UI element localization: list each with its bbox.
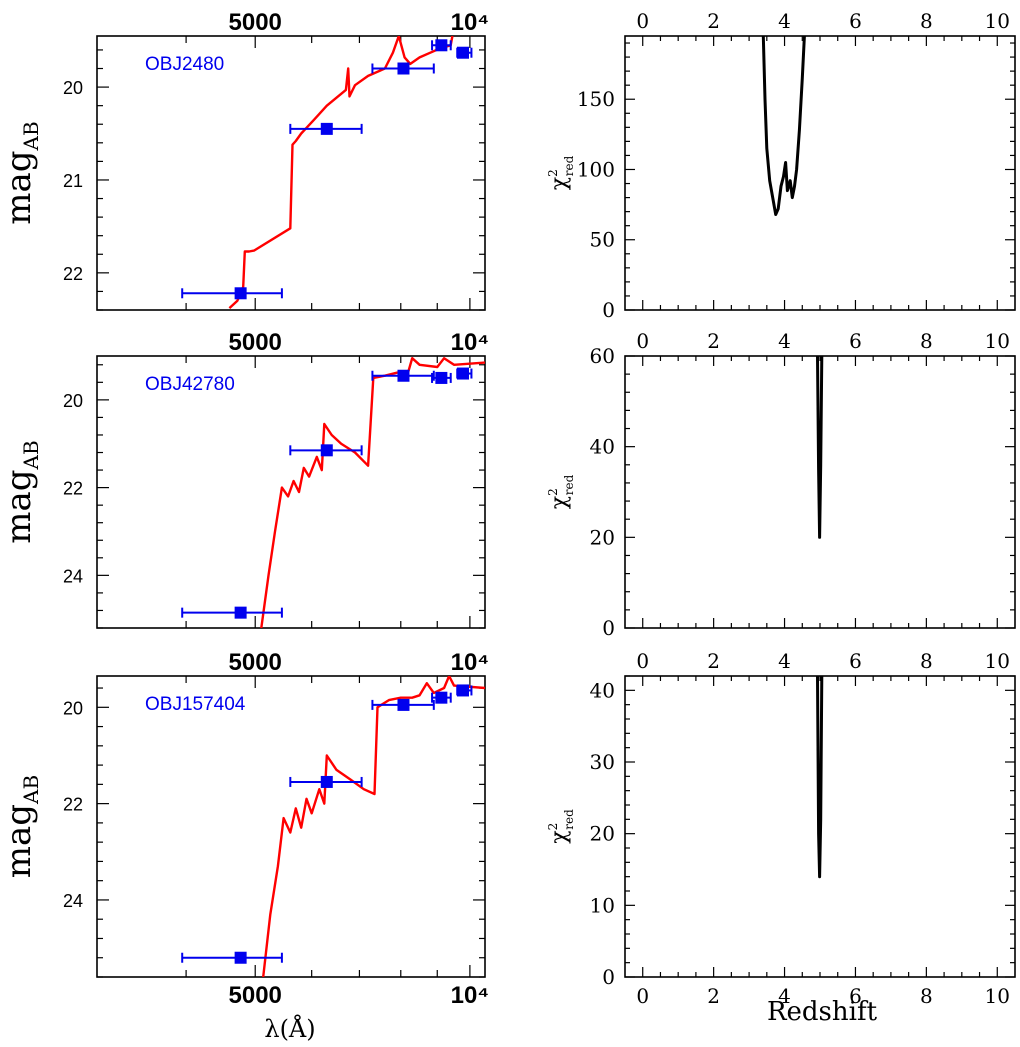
chi2-ytick-label: 0: [602, 965, 615, 989]
chi2-xlabel: Redshift: [767, 997, 878, 1027]
sed-xlabel: λ(Å): [264, 1014, 315, 1043]
chi2-xtick-label: 2: [707, 9, 720, 33]
sed-ylabel: magAB: [0, 775, 43, 878]
chi2-panel: 0 2 4 6 8 10 0 20 40 60 χ2 red: [546, 329, 1016, 640]
sed-xtick-label: 10⁴: [451, 649, 490, 676]
photometry-point: [320, 775, 333, 788]
photometry-point: [435, 691, 448, 704]
sed-xtick-label: 5000: [229, 9, 282, 36]
chi2-xtick-label: 6: [849, 9, 862, 33]
chi2-xtick-label: 0: [636, 329, 649, 353]
sed-ytick-label: 22: [63, 479, 83, 499]
chi2-xtick-label: 8: [920, 649, 933, 673]
chi2-xtick-label: 4: [778, 649, 791, 673]
chi2-ytick-label: 0: [602, 298, 615, 322]
sed-frame: [96, 675, 486, 978]
chi2-xtick-label: 4: [778, 984, 791, 1008]
sed-ylabel: magAB: [0, 121, 43, 224]
photometry-point: [456, 367, 469, 380]
chi2-ytick-label: 100: [577, 157, 615, 181]
sed-xtick-label: 5000: [229, 329, 282, 356]
chi2-frame: [624, 35, 1016, 311]
chi2-ytick-label: 40: [590, 678, 615, 702]
chi2-ytick-label: 150: [577, 87, 615, 111]
sed-ytick-label: 22: [63, 264, 83, 284]
chi2-curve: [761, 36, 806, 216]
sed-panel: 5000 10⁴ 5000 10⁴ 20 22 24 magAB OBJ157404: [0, 649, 489, 1009]
sed-model-line: [260, 357, 485, 628]
sed-xtick-label: 10⁴: [451, 9, 490, 36]
chi2-ytick-label: 10: [590, 893, 615, 917]
object-label: OBJ157404: [145, 694, 246, 715]
chi2-xtick-label: 0: [636, 9, 649, 33]
chi2-ylabel: χ2 red: [546, 809, 576, 844]
chi2-xtick-label: 10: [985, 329, 1010, 353]
photometry-point: [234, 287, 247, 300]
chi2-xtick-label: 8: [920, 9, 933, 33]
sed-model-line: [228, 36, 454, 309]
chi2-xtick-label: 2: [707, 329, 720, 353]
chi2-xtick-label: 2: [707, 649, 720, 673]
chi2-panel: 0 2 4 6 8 10 0 2 4 6 8 10 0 10 20 30 40 χ2 red: [546, 649, 1016, 1008]
photometry-point: [397, 369, 410, 382]
photometry-point: [435, 371, 448, 384]
chi2-xtick-label: 8: [920, 984, 933, 1008]
sed-ytick-label: 21: [63, 171, 83, 191]
chi2-ytick-label: 0: [602, 616, 615, 640]
chi2-xtick-label: 6: [849, 984, 862, 1008]
photometry-point: [320, 122, 333, 135]
sed-xtick-label: 5000: [229, 649, 282, 676]
chi2-curve: [816, 676, 824, 879]
photometry-point: [397, 62, 410, 75]
sed-ytick-label: 24: [63, 566, 83, 586]
sed-panel: 5000 10⁴ 20 21 22 magAB OBJ2480: [0, 9, 490, 311]
sed-model-line: [262, 676, 485, 977]
chi2-ylabel: χ2 red: [546, 155, 576, 190]
chi2-ytick-label: 20: [590, 525, 615, 549]
chi2-xtick-label: 6: [849, 329, 862, 353]
chi2-ylabel: χ2 red: [546, 474, 576, 509]
photometry-point: [234, 951, 247, 964]
chi2-xtick-label: 0: [636, 984, 649, 1008]
chi2-xtick-label: 6: [849, 649, 862, 673]
chi2-xtick-label: 2: [707, 984, 720, 1008]
sed-ytick-label: 20: [63, 78, 83, 98]
chi2-ytick-label: 20: [590, 822, 615, 846]
chi2-xtick-label: 10: [985, 649, 1010, 673]
sed-xtick-label: 5000: [229, 982, 282, 1009]
sed-ylabel: magAB: [0, 440, 43, 543]
chi2-xtick-label: 10: [985, 984, 1010, 1008]
chi2-ytick-label: 30: [590, 750, 615, 774]
sed-xtick-label: 10⁴: [451, 329, 490, 356]
photometry-point: [456, 684, 469, 697]
photometry-point: [234, 606, 247, 619]
sed-frame: [96, 35, 486, 311]
chi2-xtick-label: 4: [778, 9, 791, 33]
sed-ytick-label: 20: [63, 391, 83, 411]
chi2-xtick-label: 4: [778, 329, 791, 353]
chi2-xtick-label: 0: [636, 649, 649, 673]
chi2-xtick-label: 8: [920, 329, 933, 353]
sed-ytick-label: 24: [63, 891, 83, 911]
chi2-curve: [816, 356, 824, 539]
object-label: OBJ42780: [145, 374, 235, 395]
sed-xtick-label: 10⁴: [451, 982, 490, 1009]
sed-ytick-label: 22: [63, 795, 83, 815]
sed-frame: [96, 355, 486, 629]
chi2-ytick-label: 40: [590, 435, 615, 459]
photometry-point: [435, 39, 448, 52]
photometry-point: [320, 444, 333, 457]
chi2-ytick-label: 50: [590, 228, 615, 252]
photometry-point: [397, 698, 410, 711]
chi2-ytick-label: 60: [590, 344, 615, 368]
sed-ytick-label: 20: [63, 698, 83, 718]
chi2-xtick-label: 10: [985, 9, 1010, 33]
object-label: OBJ2480: [145, 54, 224, 75]
photometry-point: [456, 46, 469, 59]
sed-panel: 5000 10⁴ 20 22 24 magAB OBJ42780: [0, 329, 490, 629]
